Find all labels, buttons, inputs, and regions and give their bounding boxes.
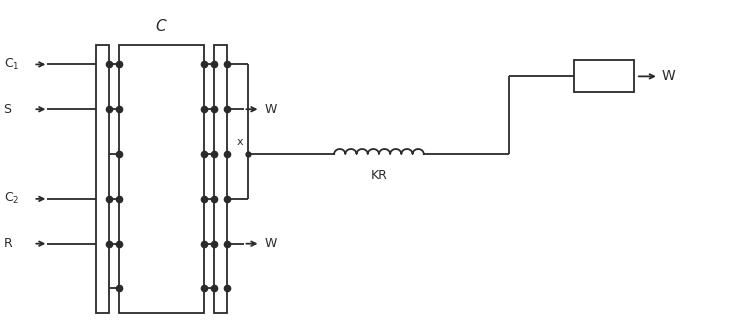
Text: S: S	[4, 103, 12, 116]
Bar	[574, 60, 634, 92]
Text: C$_2$: C$_2$	[4, 191, 19, 206]
Text: W: W	[264, 237, 277, 250]
Text: x: x	[237, 137, 244, 147]
Text: L″: L″	[156, 220, 166, 230]
Text: C$_1$: C$_1$	[4, 57, 19, 72]
Bar	[119, 44, 204, 313]
Text: λ: λ	[599, 68, 609, 85]
Text: KR: KR	[370, 169, 387, 182]
Text: W: W	[662, 69, 676, 83]
Text: L’: L’	[158, 85, 166, 95]
Text: R: R	[4, 237, 13, 250]
Text: C: C	[155, 19, 166, 34]
Bar	[96, 44, 109, 313]
Bar	[213, 44, 227, 313]
Text: W: W	[264, 103, 277, 116]
